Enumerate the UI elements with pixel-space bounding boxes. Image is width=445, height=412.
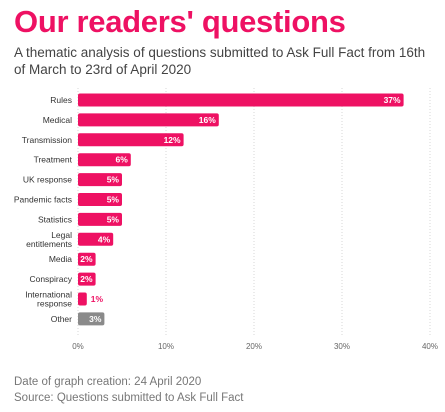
value-label: 6% bbox=[116, 155, 129, 165]
category-label: International bbox=[25, 290, 72, 300]
x-tick-label: 40% bbox=[422, 342, 438, 351]
bar bbox=[78, 232, 114, 246]
value-label: 12% bbox=[164, 135, 181, 145]
category-label: Treatment bbox=[34, 155, 73, 165]
bar bbox=[78, 312, 105, 326]
value-label: 2% bbox=[80, 254, 93, 264]
bar-chart: 0% 10% 20% 30% 40% Rules 37% Medical 16% Transmis… bbox=[14, 88, 438, 351]
category-label: Medical bbox=[43, 115, 72, 125]
category-label: response bbox=[37, 299, 72, 309]
x-tick-label: 20% bbox=[246, 342, 262, 351]
value-label: 5% bbox=[107, 175, 120, 185]
x-tick-label: 30% bbox=[334, 342, 350, 351]
bar bbox=[78, 153, 131, 167]
x-tick-label: 10% bbox=[158, 342, 174, 351]
category-label: Rules bbox=[50, 95, 72, 105]
value-label: 2% bbox=[80, 274, 93, 284]
bar bbox=[78, 113, 219, 127]
category-label: Pandemic facts bbox=[14, 195, 72, 205]
value-label: 3% bbox=[89, 314, 102, 324]
bar bbox=[78, 292, 87, 306]
bar bbox=[78, 252, 96, 266]
chart-title: Our readers' questions bbox=[14, 4, 346, 39]
category-label: Statistics bbox=[38, 214, 72, 224]
bar bbox=[78, 93, 404, 107]
value-label: 1% bbox=[91, 294, 104, 304]
bar bbox=[78, 272, 96, 286]
bar bbox=[78, 173, 122, 187]
x-tick-label: 0% bbox=[72, 342, 84, 351]
bar bbox=[78, 193, 122, 206]
category-label: Transmission bbox=[22, 135, 72, 145]
bar bbox=[78, 212, 122, 226]
graph-date: Date of graph creation: 24 April 2020 bbox=[14, 376, 202, 388]
category-label: UK response bbox=[23, 175, 72, 185]
value-label: 16% bbox=[199, 115, 216, 125]
graph-source: Source: Questions submitted to Ask Full … bbox=[14, 392, 244, 404]
category-label: Media bbox=[49, 254, 72, 264]
value-label: 5% bbox=[107, 214, 120, 224]
category-label: Other bbox=[51, 314, 72, 324]
value-label: 4% bbox=[98, 234, 111, 244]
bar bbox=[78, 133, 184, 147]
value-label: 37% bbox=[384, 95, 401, 105]
chart-subtitle: A thematic analysis of questions submitt… bbox=[14, 45, 426, 77]
category-label: Legal bbox=[51, 230, 72, 240]
category-label: entitlements bbox=[26, 239, 72, 249]
category-label: Conspiracy bbox=[29, 274, 72, 284]
value-label: 5% bbox=[107, 195, 120, 205]
